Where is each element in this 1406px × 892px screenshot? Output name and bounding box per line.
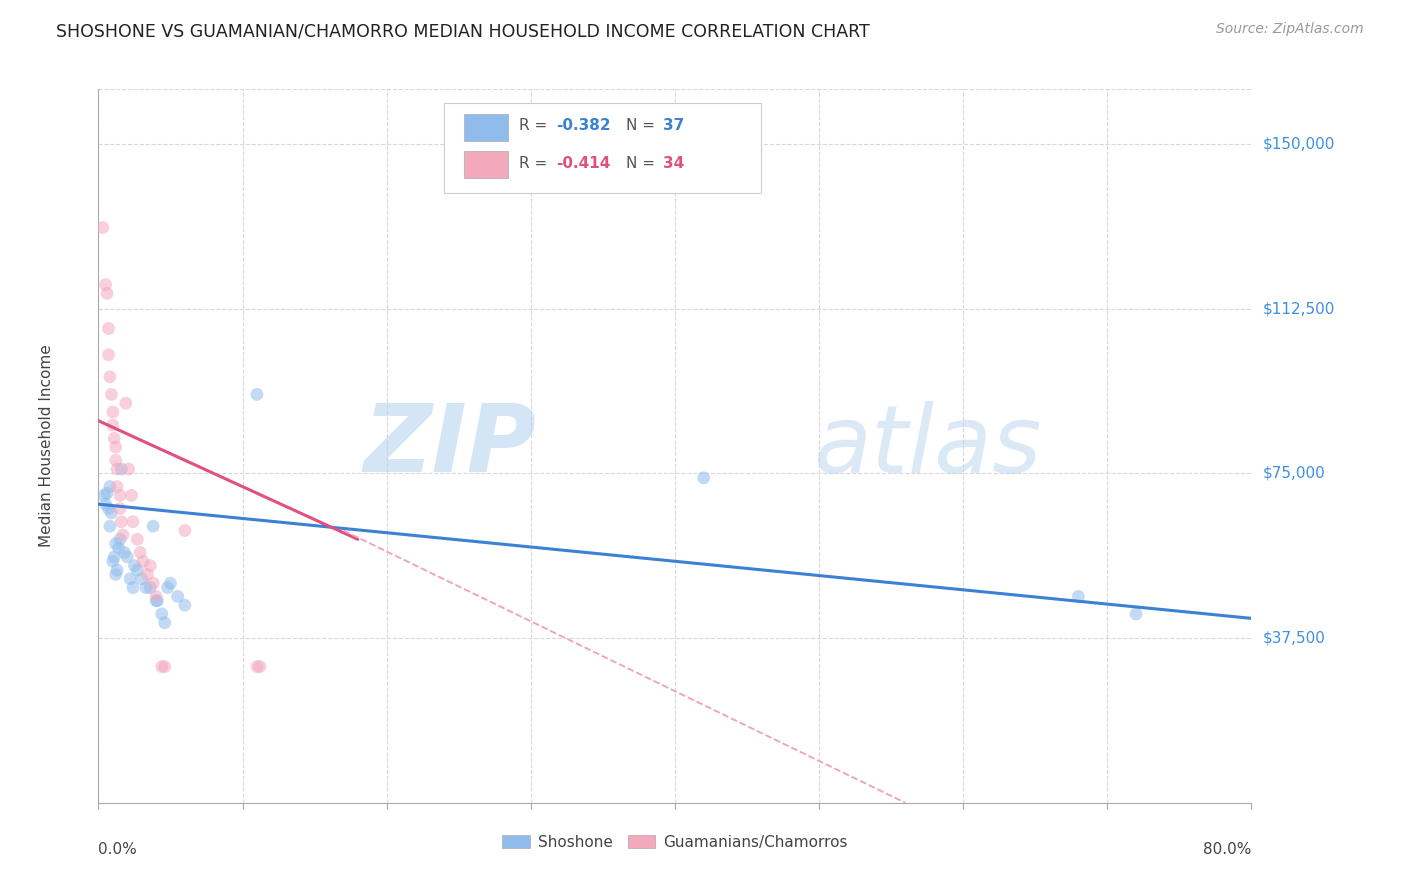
Point	[150, 607, 173, 621]
FancyBboxPatch shape	[444, 103, 762, 193]
Text: N =: N =	[627, 155, 661, 170]
Text: -0.414: -0.414	[557, 155, 610, 170]
Text: $112,500: $112,500	[1263, 301, 1334, 317]
Point	[139, 558, 162, 573]
Point	[124, 558, 146, 573]
Point	[105, 462, 128, 476]
Point	[159, 576, 181, 591]
Point	[97, 321, 120, 335]
Text: R =: R =	[519, 119, 553, 133]
Point	[98, 369, 121, 384]
Point	[98, 519, 121, 533]
Text: Median Household Income: Median Household Income	[39, 344, 53, 548]
Point	[142, 576, 165, 591]
Point	[120, 572, 142, 586]
Text: $37,500: $37,500	[1263, 631, 1326, 646]
Text: 80.0%: 80.0%	[1204, 842, 1251, 857]
Point	[100, 387, 122, 401]
Point	[104, 453, 127, 467]
Point	[93, 488, 115, 502]
Point	[142, 519, 165, 533]
Point	[107, 541, 129, 555]
Point	[139, 581, 162, 595]
FancyBboxPatch shape	[464, 151, 508, 178]
Point	[104, 567, 127, 582]
Point	[131, 572, 153, 586]
Point	[94, 497, 117, 511]
Point	[94, 277, 117, 292]
Point	[101, 405, 124, 419]
Point	[127, 533, 149, 547]
Point	[127, 563, 149, 577]
Point	[153, 615, 176, 630]
Legend: Shoshone, Guamanians/Chamorros: Shoshone, Guamanians/Chamorros	[496, 829, 853, 855]
Point	[693, 471, 716, 485]
Point	[136, 567, 159, 582]
Point	[101, 554, 124, 568]
Point	[105, 563, 128, 577]
Point	[97, 501, 120, 516]
Point	[114, 396, 136, 410]
Point	[145, 594, 167, 608]
Text: 34: 34	[664, 155, 685, 170]
Text: 0.0%: 0.0%	[98, 842, 138, 857]
Point	[246, 387, 269, 401]
Point	[105, 480, 128, 494]
Text: Source: ZipAtlas.com: Source: ZipAtlas.com	[1216, 22, 1364, 37]
Point	[129, 545, 152, 559]
Point	[118, 462, 141, 476]
Point	[98, 480, 121, 494]
Point	[111, 528, 134, 542]
Text: -0.382: -0.382	[557, 119, 610, 133]
Point	[103, 549, 125, 564]
Text: SHOSHONE VS GUAMANIAN/CHAMORRO MEDIAN HOUSEHOLD INCOME CORRELATION CHART: SHOSHONE VS GUAMANIAN/CHAMORRO MEDIAN HO…	[56, 22, 870, 40]
Point	[145, 590, 167, 604]
Point	[122, 581, 145, 595]
Point	[122, 515, 145, 529]
Point	[96, 286, 118, 301]
Point	[150, 659, 173, 673]
Point	[156, 581, 179, 595]
Point	[121, 488, 143, 502]
Point	[174, 524, 197, 538]
Text: ZIP: ZIP	[364, 400, 537, 492]
Point	[91, 220, 114, 235]
Point	[166, 590, 188, 604]
Point	[104, 537, 127, 551]
Point	[104, 440, 127, 454]
Point	[112, 545, 135, 559]
Point	[174, 598, 197, 612]
Point	[117, 549, 138, 564]
Text: R =: R =	[519, 155, 553, 170]
Point	[110, 515, 132, 529]
Point	[97, 348, 120, 362]
Text: $75,000: $75,000	[1263, 466, 1326, 481]
Point	[96, 486, 118, 500]
Point	[108, 501, 131, 516]
Point	[100, 506, 122, 520]
Text: N =: N =	[627, 119, 661, 133]
Point	[153, 659, 176, 673]
Point	[101, 418, 124, 433]
Point	[1125, 607, 1147, 621]
FancyBboxPatch shape	[464, 113, 508, 141]
Point	[249, 659, 271, 673]
Point	[108, 488, 131, 502]
Text: atlas: atlas	[813, 401, 1042, 491]
Point	[246, 659, 269, 673]
Text: 37: 37	[664, 119, 685, 133]
Point	[110, 462, 132, 476]
Point	[108, 533, 131, 547]
Point	[132, 554, 155, 568]
Point	[103, 431, 125, 445]
Point	[146, 594, 169, 608]
Text: $150,000: $150,000	[1263, 136, 1334, 152]
Point	[1067, 590, 1090, 604]
Point	[135, 581, 157, 595]
